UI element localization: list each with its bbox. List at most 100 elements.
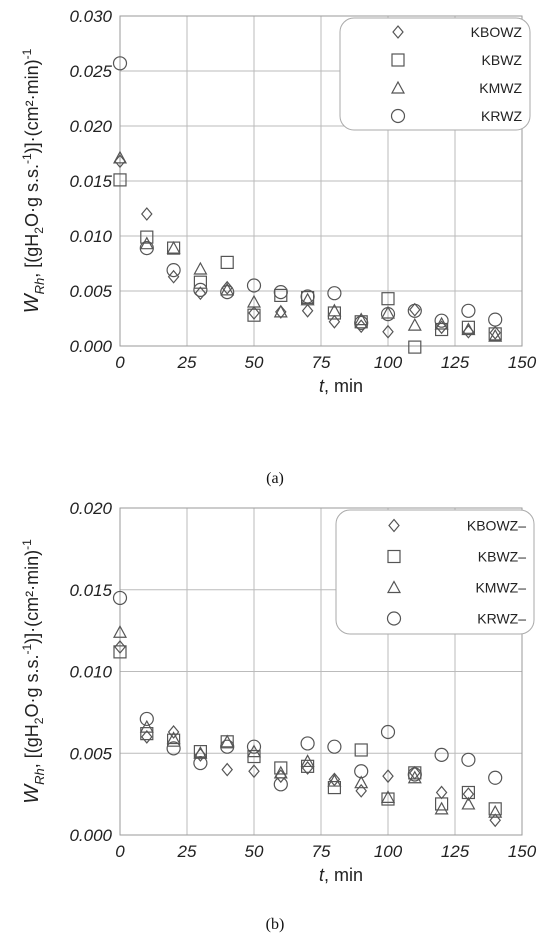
series-diamond — [114, 154, 501, 340]
x-tick-label: 150 — [508, 842, 537, 861]
legend-label: KBOWZ — [471, 24, 523, 40]
data-point-triangle — [139, 719, 154, 733]
data-point-diamond — [301, 303, 314, 318]
data-point-diamond — [409, 302, 421, 317]
y-tick-label: 0.005 — [69, 744, 112, 763]
data-point-triangle — [112, 150, 128, 164]
data-point-circle — [166, 741, 181, 756]
x-tick-label: 50 — [245, 353, 264, 372]
x-tick-label: 0 — [115, 842, 125, 861]
x-tick-label: 150 — [508, 353, 537, 372]
chart-svg-a: 0.000 0.005 0.010 0.015 0.020 0.025 0.030 0 25 50… — [20, 7, 537, 396]
y-tick-label: 0.030 — [69, 7, 112, 26]
legend-marker-diamond — [392, 25, 404, 39]
data-point-circle — [461, 303, 476, 318]
legend-marker-circle — [390, 108, 406, 124]
series-triangle — [112, 625, 503, 818]
data-point-triangle — [112, 625, 128, 638]
data-point-triangle — [220, 282, 235, 296]
data-point-diamond — [167, 725, 180, 739]
data-point-diamond — [328, 314, 341, 329]
data-point-triangle — [166, 731, 181, 745]
data-point-triangle — [193, 745, 208, 759]
legend-label: KMWZ– — [475, 580, 526, 596]
data-point-triangle — [273, 304, 288, 318]
y-tick-label: 0.025 — [69, 62, 112, 81]
data-point-circle — [166, 263, 181, 278]
data-point-diamond — [141, 729, 153, 744]
data-point-circle — [273, 777, 288, 792]
data-point-circle — [112, 590, 128, 606]
chart-panel-a: 0.000 0.005 0.010 0.015 0.020 0.025 0.030 0 25 50… — [0, 0, 550, 420]
data-point-square — [381, 792, 395, 806]
data-point-triangle — [246, 744, 262, 758]
x-tick-label: 100 — [374, 353, 403, 372]
data-point-square — [381, 292, 395, 306]
data-point-diamond — [435, 785, 448, 800]
data-point-circle — [193, 282, 208, 297]
y-tick-label: 0.010 — [69, 227, 112, 246]
data-point-triangle — [461, 796, 476, 810]
data-point-diamond — [248, 306, 260, 320]
data-point-diamond — [462, 324, 475, 339]
legend-label: KMWZ — [479, 80, 522, 96]
y-tick-label: 0.020 — [69, 499, 112, 518]
data-point-square — [193, 275, 207, 289]
data-point-circle — [354, 764, 369, 779]
legend-marker-diamond — [388, 518, 400, 533]
data-point-circle — [246, 278, 262, 293]
plot-frame — [119, 15, 523, 347]
data-point-triangle — [246, 294, 262, 308]
data-point-circle — [300, 289, 315, 304]
x-tick-label: 100 — [374, 842, 403, 861]
y-tick-label: 0.000 — [69, 337, 112, 356]
legend-marker-triangle — [390, 80, 406, 94]
x-tick-label: 75 — [312, 353, 331, 372]
data-point-square — [461, 320, 475, 334]
data-point-triangle — [380, 305, 396, 319]
data-point-diamond — [489, 813, 501, 828]
data-point-square — [435, 797, 449, 811]
data-point-circle — [327, 739, 342, 754]
data-point-triangle — [461, 322, 476, 336]
caption-b: (b) — [265, 916, 285, 933]
data-point-diamond — [167, 269, 180, 284]
y-tick-label: 0.005 — [69, 282, 112, 301]
data-point-triangle — [193, 261, 208, 275]
data-point-circle — [273, 285, 288, 300]
data-point-diamond — [382, 324, 394, 339]
data-point-triangle — [354, 775, 369, 789]
data-point-square — [140, 727, 154, 741]
data-point-circle — [220, 739, 235, 754]
data-point-triangle — [407, 770, 422, 784]
data-point-triangle — [300, 754, 315, 768]
data-point-triangle — [434, 801, 449, 815]
data-point-circle — [380, 724, 396, 740]
legend-marker-triangle — [386, 580, 402, 594]
data-point-triangle — [327, 773, 342, 787]
x-tick-label: 125 — [441, 842, 470, 861]
y-tick-label: 0.020 — [69, 117, 112, 136]
legend-label: KRWZ — [481, 108, 522, 124]
legend-label: KBWZ — [482, 52, 523, 68]
data-point-square — [193, 745, 207, 759]
data-point-circle — [112, 56, 128, 71]
data-point-square — [354, 743, 368, 757]
data-point-square — [488, 327, 502, 341]
y-tick-label: 0.010 — [69, 663, 112, 682]
series-circle — [112, 56, 503, 330]
data-point-circle — [407, 303, 422, 318]
data-point-circle — [434, 747, 449, 762]
x-tick-label: 75 — [312, 842, 331, 861]
caption-a: (a) — [266, 470, 284, 487]
legend-box — [339, 17, 531, 131]
chart-svg-b: 0.000 0.005 0.010 0.015 0.020 0 25 50 75 100 125 15… — [20, 499, 537, 885]
data-point-triangle — [380, 790, 396, 803]
data-point-circle — [246, 739, 262, 754]
data-point-square — [140, 230, 154, 244]
x-tick-label: 50 — [245, 842, 264, 861]
data-point-diamond — [248, 764, 260, 779]
data-point-circle — [139, 711, 154, 727]
data-point-triangle — [139, 236, 154, 250]
data-point-square — [327, 780, 341, 795]
